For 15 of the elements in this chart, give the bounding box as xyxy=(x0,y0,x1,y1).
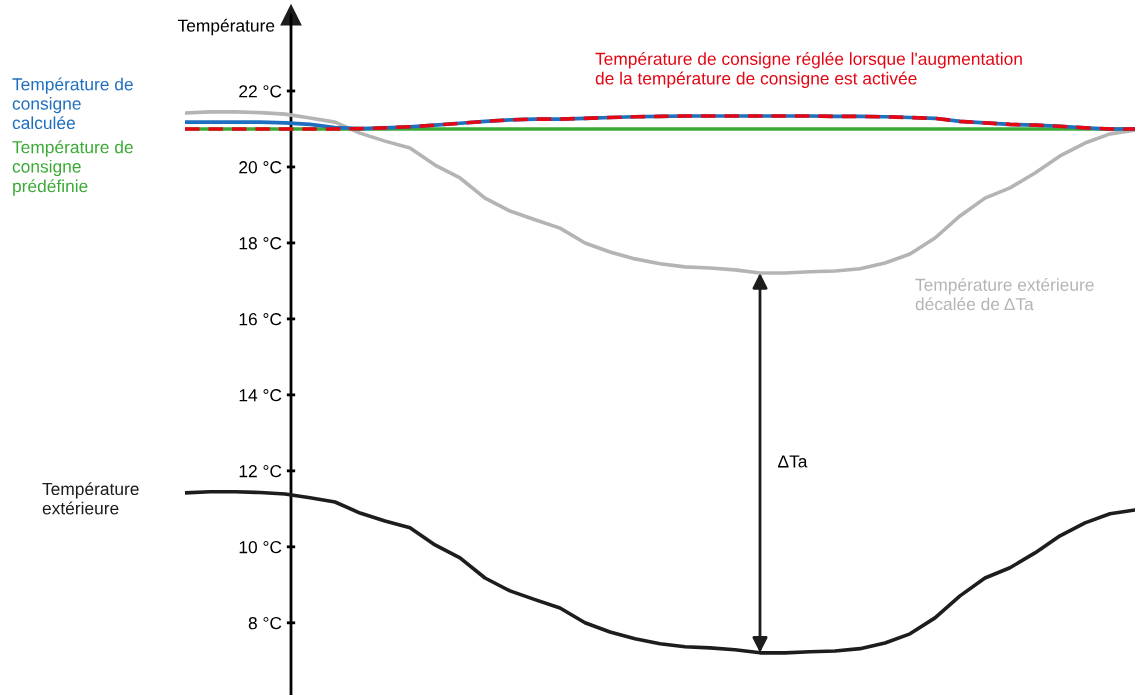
y-tick-label: 12 °C xyxy=(239,465,282,478)
y-axis-title: Température xyxy=(177,18,275,36)
series-label: Température extérieure décalée de ΔTa xyxy=(915,278,1094,311)
text: Température de consigne calculée xyxy=(12,77,133,130)
y-tick-label: 14 °C xyxy=(239,389,282,402)
annotation: ΔTa xyxy=(778,455,808,468)
y-tick-label: 8 °C xyxy=(248,616,282,630)
y-tick-label: 10 °C xyxy=(239,541,282,554)
text: Température de consigne prédéfinie xyxy=(12,140,133,196)
y-tick-label: 18 °C xyxy=(239,237,282,250)
series-label: Température de consigne réglée lorsque l'augmentation de la température de consigne est activée xyxy=(595,52,1022,88)
y-tick-label: 22 °C xyxy=(239,85,282,98)
y-tick-label: 20 °C xyxy=(239,161,282,174)
y-tick-label: 16 °C xyxy=(239,313,282,326)
text: Température extérieure xyxy=(42,482,139,515)
